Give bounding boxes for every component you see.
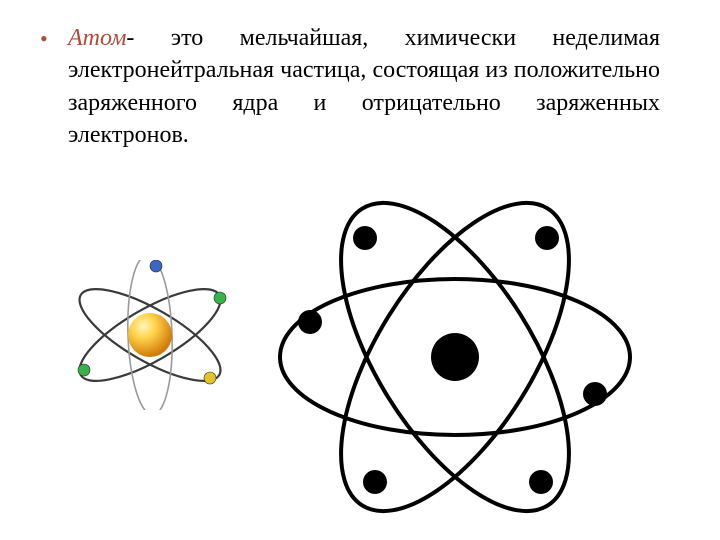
nucleus: [431, 333, 479, 381]
definition-rest: - это мельчайшая, химически неделимая эл…: [68, 25, 660, 148]
definition-paragraph: Атом- это мельчайшая, химически неделима…: [68, 22, 660, 152]
nucleus: [128, 313, 172, 357]
bullet-icon: •: [40, 28, 48, 50]
term: Атом: [68, 25, 126, 51]
bullet-item: • Атом- это мельчайшая, химически недели…: [68, 22, 660, 152]
atom-colored-figure: [60, 260, 240, 410]
slide-content: • Атом- это мельчайшая, химически недели…: [0, 0, 720, 152]
figures-area: [0, 200, 720, 540]
atom-black-figure: [255, 182, 655, 532]
